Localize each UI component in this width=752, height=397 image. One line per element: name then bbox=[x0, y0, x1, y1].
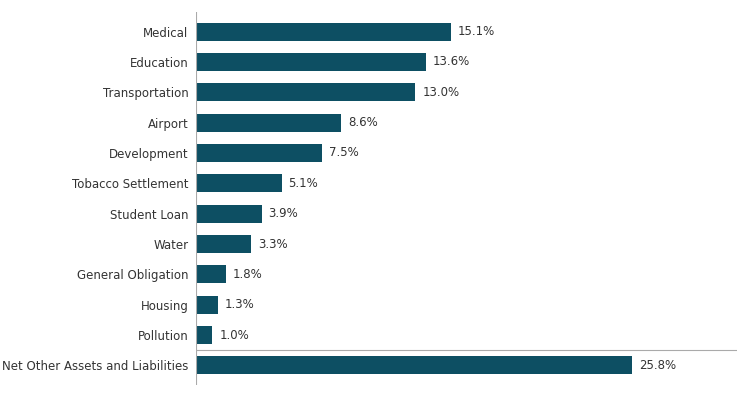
Text: 3.9%: 3.9% bbox=[268, 207, 298, 220]
Text: 13.0%: 13.0% bbox=[423, 86, 459, 99]
Bar bbox=[196, 296, 217, 314]
Bar bbox=[196, 83, 415, 101]
Bar bbox=[196, 235, 251, 253]
Text: 1.8%: 1.8% bbox=[233, 268, 262, 281]
Text: 5.1%: 5.1% bbox=[289, 177, 318, 190]
Bar bbox=[196, 356, 632, 374]
Bar bbox=[196, 23, 451, 41]
Bar bbox=[196, 53, 426, 71]
Text: 7.5%: 7.5% bbox=[329, 146, 359, 160]
Bar bbox=[196, 114, 341, 132]
Bar bbox=[196, 174, 282, 193]
Text: 1.3%: 1.3% bbox=[224, 298, 254, 311]
Text: 3.3%: 3.3% bbox=[258, 237, 288, 251]
Bar bbox=[196, 144, 323, 162]
Text: 25.8%: 25.8% bbox=[639, 359, 676, 372]
Text: 8.6%: 8.6% bbox=[348, 116, 378, 129]
Bar bbox=[196, 265, 226, 283]
Text: 13.6%: 13.6% bbox=[432, 56, 470, 68]
Bar bbox=[196, 204, 262, 223]
Text: 15.1%: 15.1% bbox=[458, 25, 495, 38]
Bar bbox=[196, 326, 212, 344]
Text: 1.0%: 1.0% bbox=[220, 329, 249, 341]
